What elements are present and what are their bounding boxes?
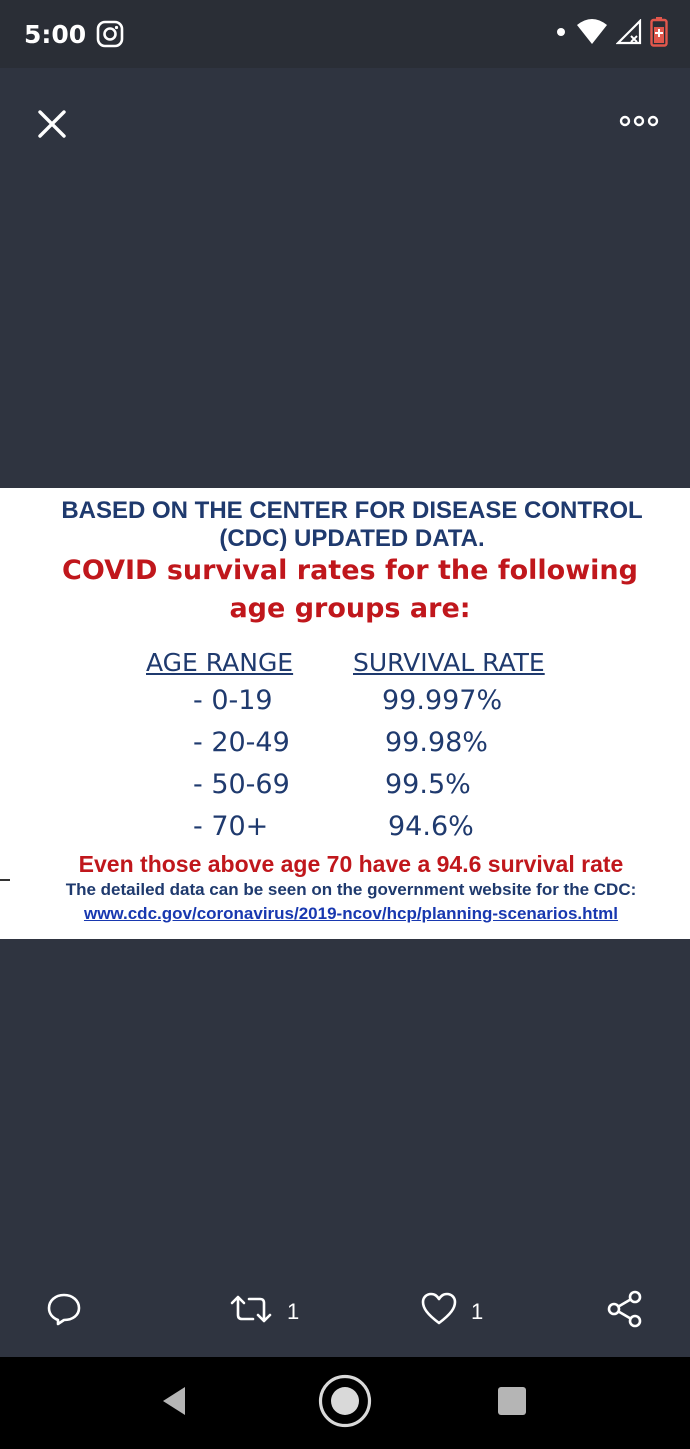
reply-button[interactable] — [46, 1290, 82, 1334]
retweet-count: 1 — [287, 1299, 300, 1324]
image-headline-line-1: BASED ON THE CENTER FOR DISEASE CONTROL — [61, 497, 643, 524]
age-range-cell: - 50-69 — [193, 769, 290, 800]
cell-signal-icon — [615, 17, 642, 50]
wifi-icon — [576, 18, 608, 50]
divider — [0, 879, 10, 881]
survival-note: Even those above age 70 have a 94.6 surv… — [78, 851, 624, 877]
home-button[interactable] — [317, 1373, 373, 1434]
close-button[interactable] — [30, 104, 74, 148]
recents-button[interactable] — [484, 1375, 540, 1431]
age-range-cell: - 20-49 — [193, 727, 290, 758]
battery-icon — [650, 16, 668, 52]
age-range-cell: - 70+ — [193, 811, 269, 842]
survival-rate-cell: 99.5% — [385, 769, 471, 800]
like-button[interactable]: 1 — [421, 1290, 483, 1334]
status-bar: 5:00 — [0, 0, 690, 68]
tweet-image[interactable]: BASED ON THE CENTER FOR DISEASE CONTROL … — [0, 488, 690, 939]
back-icon — [159, 1385, 189, 1422]
status-icons — [554, 16, 668, 52]
back-button[interactable] — [146, 1375, 202, 1431]
close-icon — [37, 109, 67, 144]
tweet-action-bar: 1 1 — [0, 1278, 690, 1348]
heart-icon — [421, 1292, 457, 1332]
age-range-cell: - 0-19 — [193, 685, 273, 716]
source-text: The detailed data can be seen on the gov… — [65, 880, 637, 899]
retweet-icon — [229, 1291, 273, 1333]
survival-rate-cell: 99.997% — [382, 685, 503, 716]
like-count: 1 — [471, 1299, 484, 1324]
notification-dot-icon — [554, 25, 568, 44]
recents-icon — [497, 1386, 527, 1421]
navigation-bar — [0, 1357, 690, 1449]
image-headline-line-2: (CDC) UPDATED DATA. — [219, 525, 485, 552]
reply-icon — [46, 1291, 82, 1333]
more-options-button[interactable] — [614, 108, 664, 138]
survival-rate-cell: 99.98% — [385, 727, 488, 758]
share-icon — [606, 1290, 644, 1334]
age-range-header: AGE RANGE — [146, 648, 294, 677]
status-time: 5:00 — [24, 20, 87, 49]
retweet-button[interactable]: 1 — [229, 1290, 299, 1334]
image-subhead-line-1: COVID survival rates for the following — [62, 555, 638, 586]
source-link[interactable]: www.cdc.gov/coronavirus/2019-ncov/hcp/pl… — [83, 904, 619, 923]
instagram-icon — [96, 20, 124, 48]
image-subhead-line-2: age groups are: — [229, 593, 471, 624]
survival-rate-cell: 94.6% — [388, 811, 474, 842]
more-options-icon — [619, 114, 659, 132]
share-button[interactable] — [606, 1290, 644, 1334]
survival-rate-header: SURVIVAL RATE — [353, 648, 545, 677]
home-icon — [317, 1373, 373, 1434]
viewer-top-bar — [0, 68, 690, 178]
